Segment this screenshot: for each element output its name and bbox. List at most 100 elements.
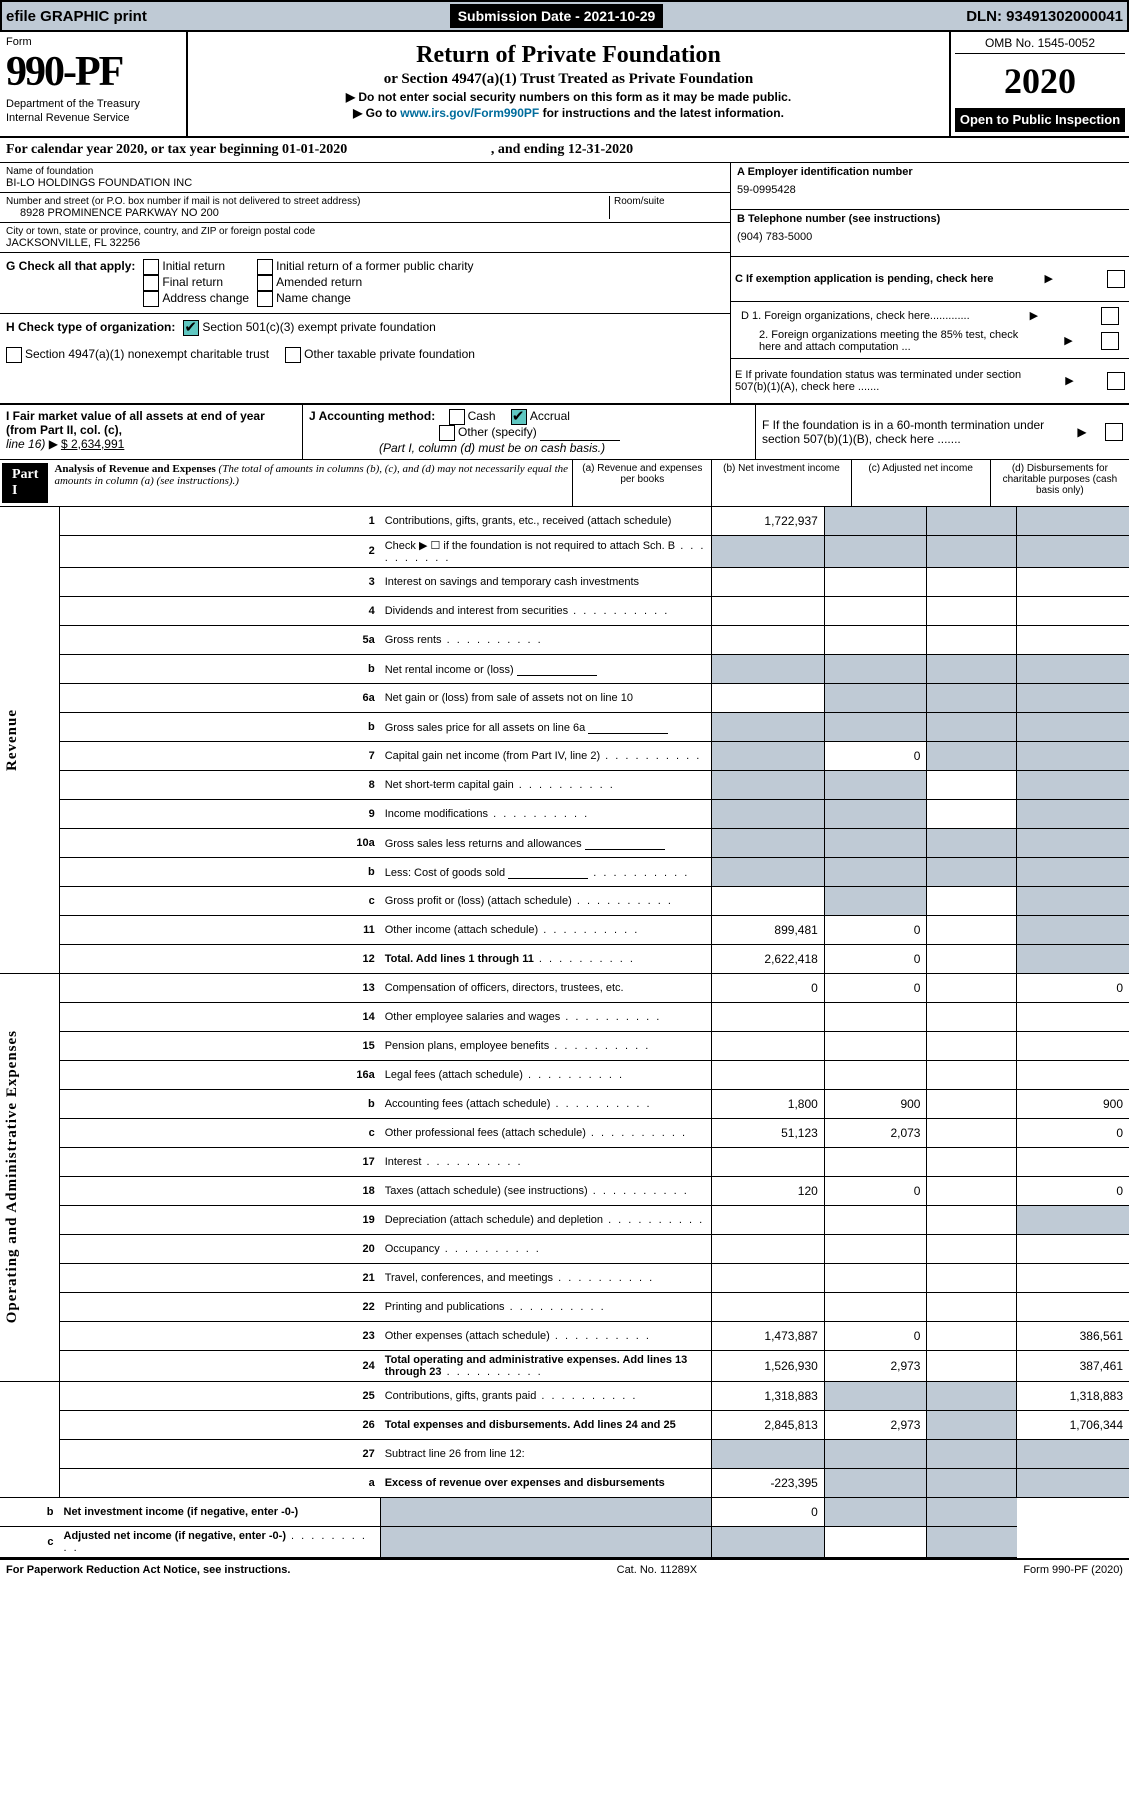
cb-other-tax[interactable] (285, 347, 301, 363)
table-row: cOther professional fees (attach schedul… (0, 1118, 1129, 1147)
note-2: Go to www.irs.gov/Form990PF for instruct… (198, 106, 939, 120)
form-number: 990-PF (6, 48, 186, 96)
j-label: J Accounting method: (309, 409, 435, 423)
table-row: bGross sales price for all assets on lin… (0, 712, 1129, 741)
table-row: 10aGross sales less returns and allowanc… (0, 828, 1129, 857)
table-row: bAccounting fees (attach schedule)1,8009… (0, 1089, 1129, 1118)
table-row: Revenue1Contributions, gifts, grants, et… (0, 507, 1129, 536)
table-row: 2Check ▶ ☐ if the foundation is not requ… (0, 535, 1129, 567)
table-row: Operating and Administrative Expenses13C… (0, 973, 1129, 1002)
ein-value: 59-0995428 (737, 184, 1123, 196)
foundation-name: BI-LO HOLDINGS FOUNDATION INC (6, 177, 724, 189)
cb-amended[interactable] (257, 275, 273, 291)
table-row: 5aGross rents (0, 625, 1129, 654)
table-row: 11Other income (attach schedule)899,4810 (0, 915, 1129, 944)
cb-initial-public[interactable] (257, 259, 273, 275)
table-row: 17Interest (0, 1147, 1129, 1176)
fmv-value: $ 2,634,991 (61, 437, 124, 451)
submission-date: Submission Date - 2021-10-29 (450, 4, 664, 28)
col-d: (d) Disbursements for charitable purpose… (990, 460, 1129, 506)
cb-final[interactable] (143, 275, 159, 291)
form-title: Return of Private Foundation (198, 42, 939, 69)
cb-e[interactable] (1107, 372, 1125, 390)
cb-address[interactable] (143, 291, 159, 307)
street-address: 8928 PROMINENCE PARKWAY NO 200 (6, 207, 609, 219)
part1-badge: Part I (2, 463, 48, 503)
table-row: 3Interest on savings and temporary cash … (0, 567, 1129, 596)
table-row: cAdjusted net income (if negative, enter… (0, 1526, 1129, 1557)
cb-f[interactable] (1105, 423, 1123, 441)
table-row: 18Taxes (attach schedule) (see instructi… (0, 1176, 1129, 1205)
addr-label: Number and street (or P.O. box number if… (6, 196, 609, 207)
table-row: 26Total expenses and disbursements. Add … (0, 1410, 1129, 1439)
city-label: City or town, state or province, country… (6, 226, 724, 237)
table-row: cGross profit or (loss) (attach schedule… (0, 886, 1129, 915)
cb-501c3[interactable] (183, 320, 199, 336)
cb-4947[interactable] (6, 347, 22, 363)
table-row: bNet rental income or (loss) (0, 654, 1129, 683)
table-row: bLess: Cost of goods sold (0, 857, 1129, 886)
part1-header: Part I Analysis of Revenue and Expenses … (0, 460, 1129, 507)
table-row: 16aLegal fees (attach schedule) (0, 1060, 1129, 1089)
col-b: (b) Net investment income (711, 460, 850, 506)
footer-right: Form 990-PF (2020) (1023, 1564, 1123, 1576)
info-block: Name of foundation BI-LO HOLDINGS FOUNDA… (0, 163, 1129, 404)
cb-cash[interactable] (449, 409, 465, 425)
table-row: 27Subtract line 26 from line 12: (0, 1439, 1129, 1468)
footer-center: Cat. No. 11289X (617, 1564, 698, 1576)
cb-d2[interactable] (1101, 332, 1119, 350)
form-subtitle: or Section 4947(a)(1) Trust Treated as P… (198, 71, 939, 88)
footer-left: For Paperwork Reduction Act Notice, see … (6, 1564, 290, 1576)
d2-label: 2. Foreign organizations meeting the 85%… (741, 329, 1039, 353)
cb-other-method[interactable] (439, 425, 455, 441)
table-row: 23Other expenses (attach schedule)1,473,… (0, 1321, 1129, 1350)
tax-year: 2020 (955, 60, 1125, 102)
ein-label: A Employer identification number (737, 166, 1123, 178)
calendar-year: For calendar year 2020, or tax year begi… (0, 138, 1129, 163)
f-label: F If the foundation is in a 60-month ter… (762, 418, 1062, 446)
cb-name-change[interactable] (257, 291, 273, 307)
table-row: 9Income modifications (0, 799, 1129, 828)
section-ij: I Fair market value of all assets at end… (0, 404, 1129, 460)
phone-label: B Telephone number (see instructions) (737, 213, 1123, 225)
table-row: 4Dividends and interest from securities (0, 596, 1129, 625)
table-row: bNet investment income (if negative, ent… (0, 1497, 1129, 1526)
form-header: Form 990-PF Department of the Treasury I… (0, 32, 1129, 138)
table-row: 22Printing and publications (0, 1292, 1129, 1321)
dln: DLN: 93491302000041 (966, 8, 1123, 25)
cb-d1[interactable] (1101, 307, 1119, 325)
city-value: JACKSONVILLE, FL 32256 (6, 237, 724, 249)
main-table: Revenue1Contributions, gifts, grants, et… (0, 507, 1129, 1558)
table-row: 20Occupancy (0, 1234, 1129, 1263)
cb-accrual[interactable] (511, 409, 527, 425)
table-row: aExcess of revenue over expenses and dis… (0, 1468, 1129, 1497)
d1-label: D 1. Foreign organizations, check here..… (741, 310, 970, 322)
section-g: G Check all that apply: Initial return F… (0, 253, 730, 313)
section-h: H Check type of organization: Section 50… (0, 313, 730, 369)
col-a: (a) Revenue and expenses per books (572, 460, 711, 506)
cb-c[interactable] (1107, 270, 1125, 288)
table-row: 24Total operating and administrative exp… (0, 1350, 1129, 1381)
room-label: Room/suite (614, 196, 724, 207)
c-label: C If exemption application is pending, c… (735, 273, 994, 285)
cb-initial[interactable] (143, 259, 159, 275)
table-row: 7Capital gain net income (from Part IV, … (0, 741, 1129, 770)
omb: OMB No. 1545-0052 (955, 36, 1125, 54)
name-label: Name of foundation (6, 166, 724, 177)
irs: Internal Revenue Service (6, 112, 186, 124)
table-row: 12Total. Add lines 1 through 112,622,418… (0, 944, 1129, 973)
top-bar: efile GRAPHIC print Submission Date - 20… (0, 0, 1129, 32)
open-inspection: Open to Public Inspection (955, 108, 1125, 132)
table-row: 8Net short-term capital gain (0, 770, 1129, 799)
efile-label[interactable]: efile GRAPHIC print (6, 8, 147, 25)
table-row: 6aNet gain or (loss) from sale of assets… (0, 683, 1129, 712)
irs-link[interactable]: www.irs.gov/Form990PF (400, 106, 539, 120)
form-word: Form (6, 36, 186, 48)
footer: For Paperwork Reduction Act Notice, see … (0, 1558, 1129, 1580)
table-row: 25Contributions, gifts, grants paid1,318… (0, 1381, 1129, 1410)
phone-value: (904) 783-5000 (737, 231, 1123, 243)
table-row: 14Other employee salaries and wages (0, 1002, 1129, 1031)
table-row: 21Travel, conferences, and meetings (0, 1263, 1129, 1292)
table-row: 19Depreciation (attach schedule) and dep… (0, 1205, 1129, 1234)
e-label: E If private foundation status was termi… (735, 369, 1035, 393)
